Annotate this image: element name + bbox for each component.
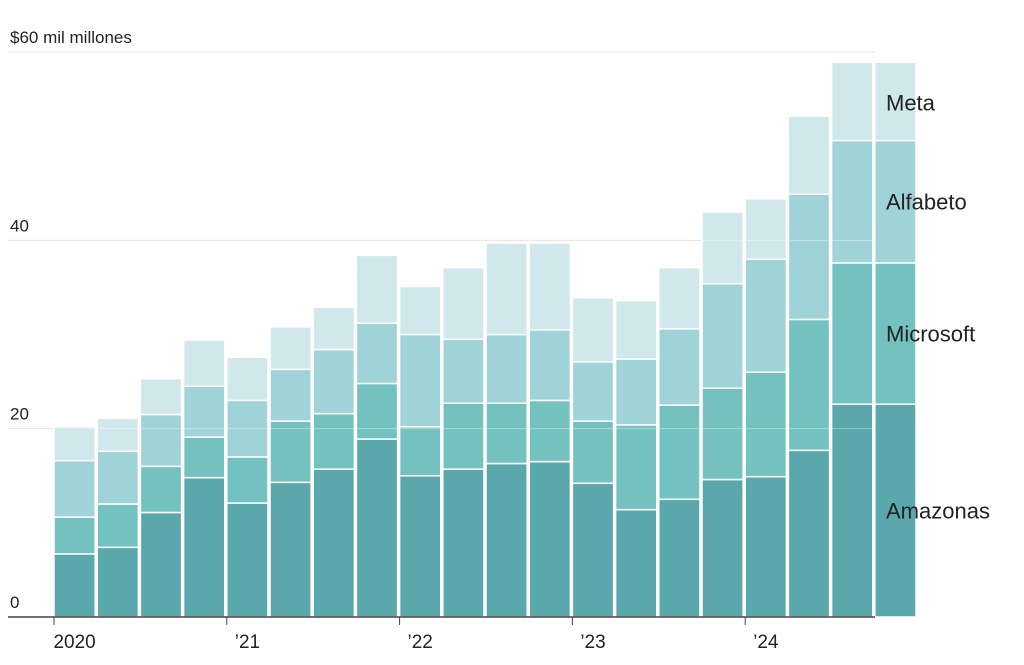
bar-microsoft [54, 517, 95, 554]
bar-meta [140, 379, 181, 415]
series-label-meta: Meta [886, 90, 936, 115]
bar-meta [97, 418, 138, 451]
bar-microsoft [356, 383, 397, 439]
bar-microsoft [227, 457, 268, 503]
bar-meta [486, 243, 527, 334]
bar-alfabeto [572, 362, 613, 421]
bar-meta [745, 199, 786, 259]
bar-meta [616, 301, 657, 359]
bar-meta [313, 307, 354, 349]
y-tick-label: 40 [10, 216, 29, 235]
bar-amazonas [184, 478, 225, 617]
x-tick-label: ’23 [580, 632, 605, 653]
bar-amazonas [54, 554, 95, 617]
bar-alfabeto [788, 194, 829, 319]
bar-amazonas [659, 499, 700, 617]
bar-microsoft [443, 403, 484, 469]
bar-microsoft [184, 437, 225, 477]
bar-amazonas [572, 483, 613, 617]
bar-alfabeto [832, 141, 873, 263]
bar-amazonas [270, 482, 311, 617]
x-tick-label: ’22 [408, 632, 433, 653]
bar-amazonas [400, 476, 441, 617]
bar-alfabeto [140, 415, 181, 467]
bar-meta [227, 357, 268, 400]
bar-alfabeto [54, 461, 95, 518]
bar-amazonas [529, 462, 570, 617]
bar-alfabeto [356, 323, 397, 383]
bar-meta [400, 286, 441, 334]
bar-alfabeto [745, 259, 786, 372]
bar-microsoft [140, 466, 181, 512]
bar-amazonas [97, 547, 138, 617]
bar-microsoft [313, 414, 354, 470]
x-axis-labels: 2020 ’21 ’22 ’23 ’24 [53, 632, 778, 653]
bar-microsoft [400, 427, 441, 476]
bar-amazonas [788, 450, 829, 617]
bar-meta [529, 243, 570, 330]
bar-alfabeto [313, 350, 354, 414]
bar-microsoft [572, 421, 613, 483]
y-tick-label: $60 mil millones [10, 28, 132, 47]
bar-meta [270, 327, 311, 369]
bar-microsoft [529, 400, 570, 461]
bar-amazonas [356, 439, 397, 617]
bar-meta [702, 212, 743, 284]
bar-meta [54, 427, 95, 461]
bar-amazonas [227, 503, 268, 617]
bar-meta [356, 255, 397, 323]
bar-meta [184, 340, 225, 386]
bar-alfabeto [659, 329, 700, 405]
bar-alfabeto [400, 335, 441, 427]
bar-alfabeto [702, 284, 743, 389]
bar-alfabeto [443, 339, 484, 403]
series-label-alfabeto: Alfabeto [886, 190, 967, 215]
bar-amazonas [443, 469, 484, 617]
y-tick-label: 20 [10, 405, 29, 424]
bar-alfabeto [616, 359, 657, 425]
series-label-amazonas: Amazonas [886, 499, 990, 524]
bar-meta [572, 298, 613, 362]
x-tick-label: ’21 [235, 632, 260, 653]
bar-microsoft [616, 425, 657, 510]
bar-alfabeto [270, 369, 311, 421]
bar-alfabeto [486, 335, 527, 404]
bar-microsoft [702, 388, 743, 479]
bar-microsoft [788, 319, 829, 450]
bar-amazonas [832, 404, 873, 617]
bar-amazonas [745, 477, 786, 617]
bar-meta [659, 268, 700, 329]
x-tick-label: ’24 [753, 632, 779, 653]
bar-amazonas [486, 464, 527, 617]
bar-microsoft [97, 504, 138, 547]
bar-meta [443, 268, 484, 340]
y-tick-label: 0 [10, 593, 19, 612]
bars [8, 52, 916, 617]
bar-alfabeto [184, 386, 225, 437]
bar-microsoft [486, 403, 527, 463]
x-axis [8, 617, 875, 625]
bar-microsoft [270, 421, 311, 482]
series-label-microsoft: Microsoft [886, 322, 975, 347]
x-tick-label: 2020 [53, 632, 95, 653]
bar-microsoft [745, 372, 786, 477]
bar-meta [788, 116, 829, 194]
bar-alfabeto [529, 330, 570, 401]
bar-amazonas [616, 510, 657, 617]
bar-microsoft [832, 263, 873, 404]
bar-meta [832, 62, 873, 140]
bar-amazonas [313, 469, 354, 617]
bar-alfabeto [97, 451, 138, 504]
bar-amazonas [702, 480, 743, 617]
bar-amazonas [140, 512, 181, 617]
bar-microsoft [659, 405, 700, 499]
